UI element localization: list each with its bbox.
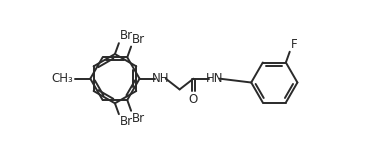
Text: CH₃: CH₃	[51, 72, 73, 85]
Text: O: O	[189, 93, 198, 106]
Text: NH: NH	[152, 72, 169, 85]
Text: Br: Br	[120, 115, 133, 128]
Text: Br: Br	[132, 33, 145, 46]
Text: Br: Br	[120, 29, 133, 42]
Text: HN: HN	[205, 72, 223, 85]
Text: Br: Br	[132, 112, 145, 125]
Text: F: F	[290, 38, 297, 51]
